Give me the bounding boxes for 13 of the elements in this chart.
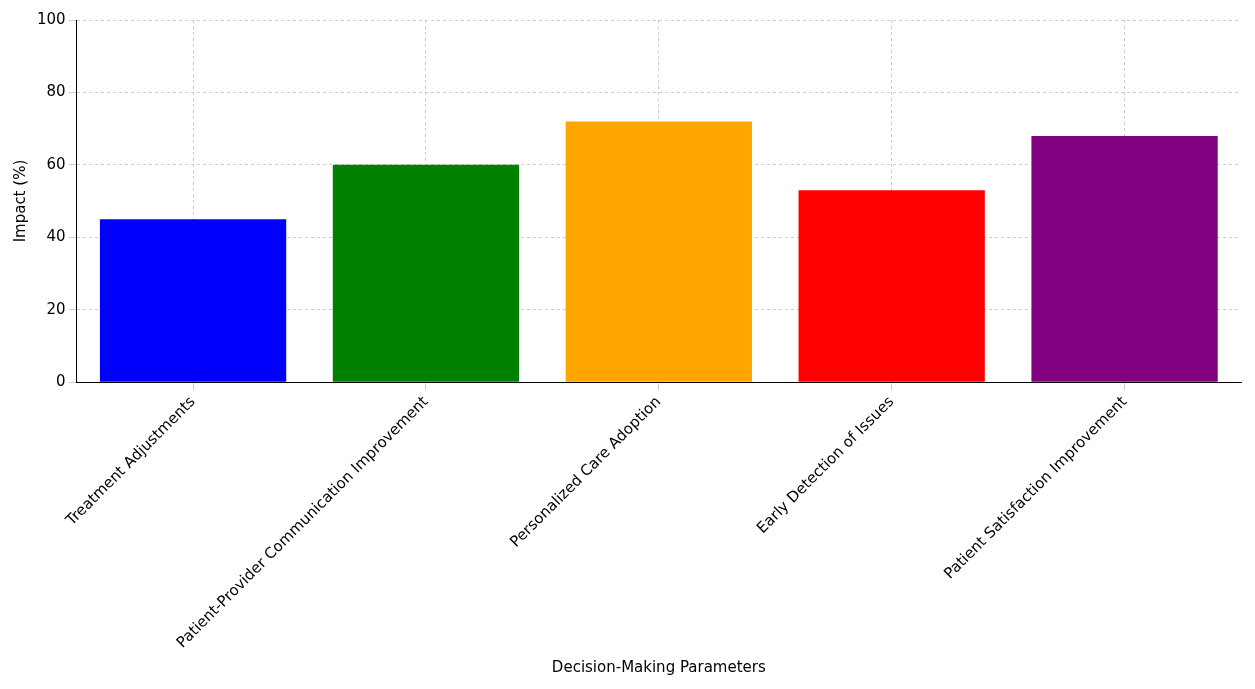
y-tick-label: 60 xyxy=(46,154,66,173)
y-tick-label: 80 xyxy=(46,82,66,101)
x-axis-title: Decision-Making Parameters xyxy=(551,657,766,676)
bar xyxy=(99,219,287,382)
y-tick-label: 100 xyxy=(36,9,66,28)
y-tick-label: 20 xyxy=(46,299,66,318)
bar xyxy=(332,164,520,382)
y-axis-title: Impact (%) xyxy=(10,159,29,243)
y-tick-label: 40 xyxy=(46,227,66,246)
bar xyxy=(565,121,752,382)
bar xyxy=(798,190,985,382)
bar xyxy=(1031,135,1218,382)
y-tick-label: 0 xyxy=(56,372,66,391)
